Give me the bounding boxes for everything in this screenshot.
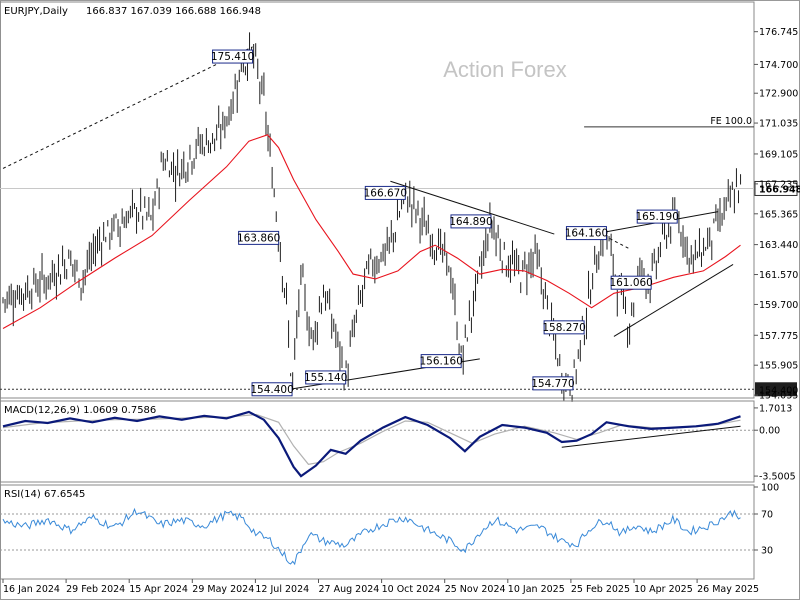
price-annotation-box <box>610 275 652 290</box>
macd-y-tick-label: -3.5005 <box>759 472 796 483</box>
price-annotation-box <box>212 49 254 64</box>
x-tick-label: 10 Oct 2024 <box>382 584 441 595</box>
price-annotation-label: 165.190 <box>636 211 679 223</box>
x-tick-label: 12 Jul 2024 <box>255 584 309 595</box>
price-annotation-label: 154.400 <box>250 384 293 396</box>
price-annotation-label: 154.770 <box>531 378 574 390</box>
rsi-line <box>2 507 741 566</box>
price-annotation-box <box>251 382 293 397</box>
x-tick-label: 10 Jan 2025 <box>508 584 565 595</box>
x-tick-label: 25 Nov 2024 <box>445 584 506 595</box>
support-level-label: 154.400 <box>759 385 798 396</box>
price-annotation-label: 166.670 <box>364 187 407 199</box>
macd-pane: MACD(12,26,9) 1.0609 0.7586 1.7013 0.00 -3… <box>0 400 796 483</box>
price-y-tick-label: 157.775 <box>759 331 798 342</box>
fe-level-label: FE 100.0 <box>710 116 752 127</box>
macd-pane-border <box>0 400 755 483</box>
current-price-tag <box>754 180 798 196</box>
price-annotation-box <box>450 214 492 229</box>
price-annotation-box <box>636 209 678 224</box>
price-annotation-box <box>532 376 574 391</box>
price-annotation-label: 156.160 <box>419 356 462 368</box>
price-annotation-box <box>420 354 462 369</box>
macd-y-tick-label: 1.7013 <box>759 403 792 414</box>
current-price-label: 166.948 <box>759 184 800 195</box>
price-pane-border <box>0 1 755 399</box>
price-y-tick-label: 167.235 <box>759 179 798 190</box>
price-y-tick-label: 155.905 <box>759 361 798 372</box>
rsi-y-tick-label: 70 <box>761 510 773 521</box>
macd-y-tick-label: 0.00 <box>759 426 780 437</box>
x-tick-label: 25 Feb 2025 <box>571 584 630 595</box>
trendline <box>390 180 555 235</box>
trendline <box>613 264 734 337</box>
x-tick-label: 16 Jan 2024 <box>3 584 60 595</box>
price-y-tick-label: 169.105 <box>759 149 798 160</box>
support-level-tag <box>755 382 797 397</box>
price-annotation-box <box>305 370 347 385</box>
price-y-tick-label: 174.700 <box>759 60 798 71</box>
price-annotation-label: 161.060 <box>609 277 652 289</box>
chart-header-symbol: EURJPY,Daily <box>4 6 68 17</box>
chart-header-ohlc: 166.837 167.039 166.688 166.948 <box>86 6 261 17</box>
moving-average-line <box>2 134 741 329</box>
macd-trendline <box>561 425 741 448</box>
price-annotation-label: 175.410 <box>211 51 254 63</box>
price-y-tick-label: 163.440 <box>759 240 798 251</box>
price-annotation-box <box>543 320 585 335</box>
price-y-tick-label: 172.900 <box>759 89 798 100</box>
price-y-tick-label: 176.745 <box>759 27 798 38</box>
x-tick-label: 29 May 2024 <box>192 584 254 595</box>
rsi-pane-border <box>0 484 755 580</box>
rsi-y-tick-label: 100 <box>761 483 779 494</box>
price-annotation-label: 164.160 <box>565 228 608 240</box>
price-annotation-box <box>238 230 280 245</box>
macd-title: MACD(12,26,9) 1.0609 0.7586 <box>4 405 156 416</box>
price-annotation-box <box>364 185 406 200</box>
dashed-trendline <box>2 46 253 169</box>
x-tick-label: 27 Aug 2024 <box>319 584 380 595</box>
watermark: Action Forex <box>443 57 567 82</box>
price-annotation-label: 158.270 <box>542 322 585 334</box>
rsi-title: RSI(14) 67.6545 <box>4 489 85 500</box>
x-tick-label: 26 May 2025 <box>697 584 759 595</box>
price-y-tick-label: 159.700 <box>759 300 798 311</box>
price-annotation-label: 164.890 <box>449 216 492 228</box>
price-y-tick-label: 161.570 <box>759 270 798 281</box>
price-annotation-label: 163.860 <box>237 232 280 244</box>
rsi-y-tick-label: 30 <box>761 546 773 557</box>
price-annotation-label: 155.140 <box>304 372 347 384</box>
macd-line <box>2 410 741 478</box>
price-pane: EURJPY,Daily 166.837 167.039 166.688 166… <box>0 1 800 402</box>
price-annotation-box <box>565 226 607 241</box>
rsi-pane: RSI(14) 67.6545 100 70 30 <box>0 483 779 580</box>
x-tick-label: 10 Apr 2025 <box>634 584 693 595</box>
price-y-tick-label: 171.035 <box>759 119 798 130</box>
x-tick-label: 29 Feb 2024 <box>66 584 125 595</box>
price-y-tick-label: 154.035 <box>759 391 798 402</box>
price-y-tick-label: 165.365 <box>759 209 798 220</box>
x-axis: 16 Jan 2024 29 Feb 2024 15 Apr 2024 29 May … <box>2 579 759 595</box>
x-tick-label: 15 Apr 2024 <box>129 584 188 595</box>
